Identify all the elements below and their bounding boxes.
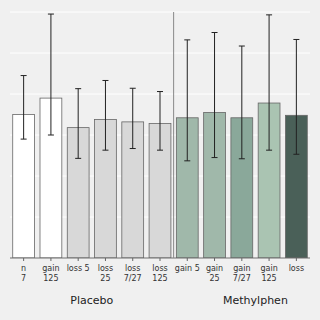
error-cap bbox=[157, 150, 163, 151]
error-stem bbox=[105, 80, 106, 150]
x-tick bbox=[23, 258, 24, 261]
grid-line bbox=[10, 12, 310, 13]
x-tick-label-line: loss bbox=[125, 264, 140, 273]
error-bar bbox=[48, 14, 54, 135]
error-bar bbox=[75, 89, 81, 159]
error-stem bbox=[160, 92, 161, 151]
error-cap bbox=[48, 135, 54, 136]
chart: n7gain125loss 5loss25loss7/27loss125gain… bbox=[0, 0, 320, 320]
x-tick-label: loss bbox=[289, 264, 304, 273]
error-cap bbox=[130, 148, 136, 149]
x-tick-label-line: n bbox=[21, 264, 26, 273]
error-stem bbox=[50, 14, 51, 135]
error-stem bbox=[187, 40, 188, 161]
error-cap bbox=[266, 14, 272, 15]
error-cap bbox=[293, 39, 299, 40]
x-tick bbox=[187, 258, 188, 261]
error-stem bbox=[214, 33, 215, 158]
grid-line bbox=[10, 53, 310, 54]
error-stem bbox=[132, 88, 133, 148]
error-bar bbox=[293, 39, 299, 154]
error-cap bbox=[21, 75, 27, 76]
error-stem bbox=[269, 15, 270, 150]
x-tick-label-line: gain bbox=[233, 264, 250, 273]
error-stem bbox=[241, 46, 242, 159]
x-tick-label-line: loss bbox=[152, 264, 167, 273]
x-tick-label-line: 7/27 bbox=[124, 274, 142, 283]
x-tick bbox=[269, 258, 270, 261]
x-tick bbox=[132, 258, 133, 261]
x-tick-label: gain 5 bbox=[175, 264, 200, 273]
error-cap bbox=[157, 91, 163, 92]
error-cap bbox=[239, 46, 245, 47]
x-tick-label-line: loss bbox=[98, 264, 113, 273]
x-tick bbox=[241, 258, 242, 261]
divider bbox=[173, 12, 174, 258]
error-cap bbox=[102, 150, 108, 151]
x-tick bbox=[50, 258, 51, 261]
error-bar bbox=[239, 46, 245, 159]
background bbox=[0, 0, 320, 320]
x-tick-label-line: 125 bbox=[152, 274, 167, 283]
error-bar bbox=[21, 76, 27, 140]
x-tick bbox=[214, 258, 215, 261]
error-cap bbox=[184, 160, 190, 161]
x-tick-label-line: gain bbox=[260, 264, 277, 273]
group-label: Methylphen bbox=[223, 294, 288, 307]
x-tick-label-line: loss bbox=[289, 264, 304, 273]
error-cap bbox=[266, 150, 272, 151]
x-tick-label-line: gain bbox=[206, 264, 223, 273]
error-bar bbox=[184, 40, 190, 161]
error-bar bbox=[102, 80, 108, 150]
error-cap bbox=[48, 14, 54, 15]
x-tick-label-line: 125 bbox=[43, 274, 58, 283]
error-stem bbox=[78, 89, 79, 159]
x-tick bbox=[105, 258, 106, 261]
x-tick-label-line: 7/27 bbox=[233, 274, 251, 283]
error-stem bbox=[23, 76, 24, 140]
error-cap bbox=[75, 88, 81, 89]
x-tick-label: loss7/27 bbox=[124, 264, 142, 283]
error-bar bbox=[157, 92, 163, 151]
x-tick bbox=[78, 258, 79, 261]
marks bbox=[13, 14, 308, 258]
error-cap bbox=[293, 154, 299, 155]
x-tick-label-line: 7 bbox=[21, 274, 26, 283]
x-tick-label: n7 bbox=[21, 264, 26, 283]
x-tick-label-line: 25 bbox=[209, 274, 219, 283]
error-cap bbox=[184, 39, 190, 40]
x-tick-label-line: gain 5 bbox=[175, 264, 200, 273]
x-tick-label: gain125 bbox=[42, 264, 59, 283]
error-cap bbox=[75, 158, 81, 159]
x-tick-label: gain25 bbox=[206, 264, 223, 283]
error-bar bbox=[266, 15, 272, 150]
x-tick-label: loss 5 bbox=[67, 264, 90, 273]
x-tick bbox=[296, 258, 297, 261]
x-tick-label: loss125 bbox=[152, 264, 167, 283]
x-tick-label: gain125 bbox=[260, 264, 277, 283]
x-tick-label: loss25 bbox=[98, 264, 113, 283]
x-tick-label-line: gain bbox=[42, 264, 59, 273]
error-cap bbox=[130, 88, 136, 89]
x-tick-label-line: 125 bbox=[261, 274, 276, 283]
error-bar bbox=[212, 33, 218, 158]
error-bar bbox=[130, 88, 136, 148]
error-cap bbox=[21, 139, 27, 140]
x-tick-label-line: 25 bbox=[100, 274, 110, 283]
error-cap bbox=[212, 157, 218, 158]
error-stem bbox=[296, 39, 297, 154]
error-cap bbox=[239, 158, 245, 159]
x-tick bbox=[160, 258, 161, 261]
x-tick-label-line: loss 5 bbox=[67, 264, 90, 273]
error-cap bbox=[212, 32, 218, 33]
error-cap bbox=[102, 80, 108, 81]
x-tick-label: gain7/27 bbox=[233, 264, 251, 283]
group-label: Placebo bbox=[70, 294, 113, 307]
